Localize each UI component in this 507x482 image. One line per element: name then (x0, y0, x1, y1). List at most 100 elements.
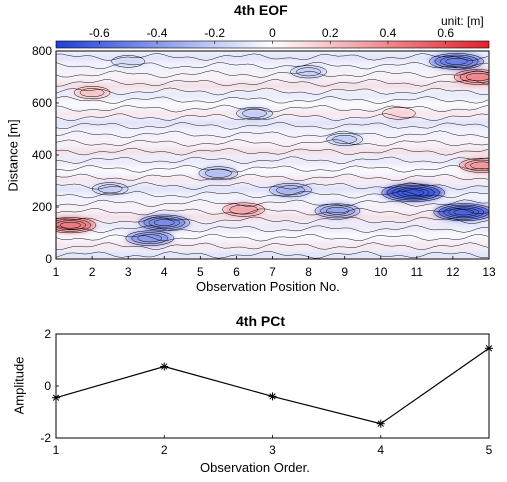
eof-x-tick-label: 12 (446, 265, 460, 279)
eof-x-tick-label: 1 (53, 265, 60, 279)
eof-contour-line (56, 199, 489, 207)
eof-band (56, 149, 489, 154)
eof-contour-line (56, 122, 489, 130)
pct-x-tick-label: 1 (53, 443, 60, 457)
eof-contour (276, 185, 305, 195)
colorbar-tick-label: 0.6 (437, 26, 454, 40)
eof-contour (56, 220, 86, 231)
eof-contour-line (56, 242, 489, 251)
eof-contour-line (56, 87, 489, 96)
eof-feature (381, 183, 445, 202)
eof-contour (459, 158, 489, 173)
pct-data-point (160, 362, 169, 371)
eof-contour (125, 230, 175, 246)
eof-chart: -0.6 -0.4 -0.2 0 0.2 0.4 0.6 1 2 3 4 5 6 7 8 9 10 11 12 13… (32, 26, 496, 279)
colorbar-tick-label: -0.6 (89, 26, 110, 40)
eof-band (56, 167, 489, 173)
eof-band (56, 139, 489, 145)
eof-field (56, 53, 489, 258)
pct-data-point (376, 419, 385, 428)
eof-band (56, 243, 489, 248)
eof-band (56, 92, 489, 98)
eof-x-tick-label: 2 (89, 265, 96, 279)
eof-y-tick-label: 800 (32, 44, 52, 58)
eof-contour (236, 106, 273, 120)
pct-x-axis-label: Observation Order. (200, 460, 310, 475)
eof-band (56, 196, 489, 201)
eof-band (56, 233, 489, 239)
eof-contour-line (56, 79, 489, 87)
eof-x-tick-label: 5 (197, 265, 204, 279)
eof-band (56, 130, 489, 136)
eof-contour (56, 217, 97, 234)
eof-x-axis-label: Observation Position No. (196, 279, 340, 294)
eof-contour-line (56, 225, 488, 233)
eof-contour-line (56, 164, 489, 173)
colorbar-tick-label: 0 (269, 26, 276, 40)
eof-feature (138, 214, 190, 231)
eof-contour (59, 221, 81, 229)
eof-title: 4th EOF (234, 2, 288, 18)
eof-contour-line (56, 61, 488, 70)
eof-contour (320, 205, 355, 217)
eof-band (56, 214, 489, 220)
eof-x-tick-label: 10 (374, 265, 388, 279)
eof-contour (429, 53, 484, 70)
eof-contour (433, 203, 489, 222)
eof-contour (470, 161, 489, 170)
pct-data-point (485, 344, 493, 353)
eof-contour (222, 202, 265, 217)
eof-contour (397, 188, 430, 198)
eof-contour (290, 65, 327, 79)
eof-y-tick-label: 400 (32, 148, 52, 162)
pct-y-tick-label: -2 (40, 431, 51, 445)
eof-contour (269, 183, 312, 198)
eof-feature (290, 65, 327, 79)
eof-feature (111, 55, 145, 68)
eof-contour-line (56, 70, 489, 79)
eof-contour (453, 69, 489, 85)
eof-contour-line (56, 190, 489, 199)
eof-x-tick-label: 11 (411, 265, 424, 279)
eof-feature (326, 133, 363, 146)
eof-contour (73, 86, 111, 100)
eof-contour (382, 107, 416, 120)
eof-y-tick-label: 200 (32, 200, 52, 214)
eof-x-tick-label: 9 (341, 265, 348, 279)
eof-band (56, 120, 489, 126)
eof-contour (143, 216, 185, 230)
pct-y-axis-label: Amplitude (11, 356, 27, 415)
pct-series (52, 344, 493, 428)
colorbar-unit-label: unit: [m] (441, 14, 484, 28)
eof-contour-line (56, 147, 489, 156)
eof-contour (131, 232, 169, 244)
eof-x-tick-label: 7 (269, 265, 276, 279)
eof-contour (79, 88, 105, 97)
eof-band (56, 224, 489, 230)
pct-x-tick-label: 2 (161, 443, 168, 457)
eof-contour-line (56, 208, 489, 216)
eof-contour (242, 109, 267, 118)
eof-contour-line (56, 139, 489, 147)
pct-plot-frame (55, 333, 490, 439)
eof-contour (448, 207, 479, 217)
eof-feature (92, 182, 129, 195)
colorbar-tick-label: -0.2 (204, 26, 225, 40)
eof-contour (296, 67, 321, 77)
eof-contour (386, 185, 440, 201)
eof-contour (443, 206, 484, 219)
eof-x-tick-label: 3 (125, 265, 132, 279)
eof-y-tick-label: 0 (45, 252, 52, 266)
eof-feature (236, 107, 273, 120)
eof-contour (198, 166, 239, 180)
colorbar-tick-label: -0.4 (147, 26, 168, 40)
eof-contour-line (56, 173, 489, 181)
eof-band (56, 102, 489, 107)
eof-contour (459, 71, 489, 83)
pct-x-tick-label: 5 (486, 443, 493, 457)
eof-x-tick-label: 8 (305, 265, 312, 279)
eof-contour-line (56, 216, 489, 225)
eof-contour (111, 55, 145, 68)
eof-contour (137, 234, 163, 243)
